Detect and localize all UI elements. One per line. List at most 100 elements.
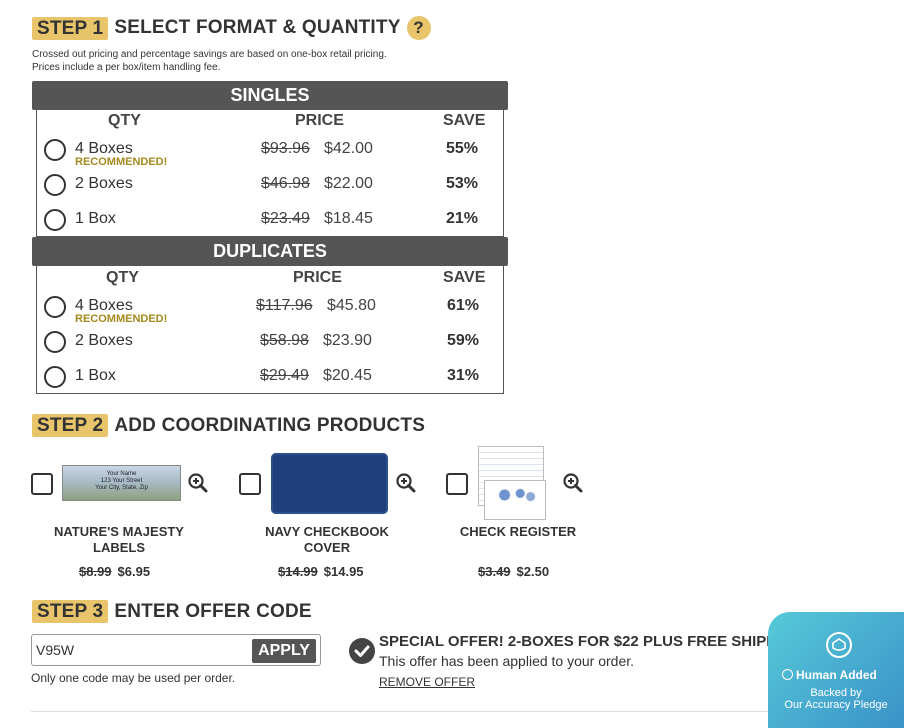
original-price: $46.98 xyxy=(261,175,310,192)
recommended-badge: RECOMMENDED! xyxy=(75,313,168,325)
duplicates-option-1-box[interactable]: 1 Box $29.49 $20.45 31% xyxy=(44,364,494,394)
offer-code-field: APPLY xyxy=(31,634,321,666)
apply-button[interactable]: APPLY xyxy=(252,639,316,663)
radio-button[interactable] xyxy=(44,331,66,353)
sale-price: $45.80 xyxy=(327,297,376,314)
radio-button[interactable] xyxy=(44,174,66,196)
original-price: $117.96 xyxy=(256,297,313,314)
sale-price: $22.00 xyxy=(324,175,373,192)
singles-option-2-boxes[interactable]: 2 Boxes $46.98 $22.00 53% xyxy=(44,172,494,202)
qty-label: 4 Boxes xyxy=(75,140,133,157)
remove-offer-link[interactable]: REMOVE OFFER xyxy=(379,675,476,689)
step3-header: STEP 3 ENTER OFFER CODE xyxy=(32,600,312,623)
step2-title: ADD COORDINATING PRODUCTS xyxy=(114,414,426,436)
qty-label: 1 Box xyxy=(75,210,116,227)
sale-price: $42.00 xyxy=(324,140,373,157)
zoom-in-icon[interactable] xyxy=(188,473,208,493)
original-price: $3.49 xyxy=(478,564,511,579)
qty-label: 4 Boxes xyxy=(75,297,133,314)
duplicates-col-save: SAVE xyxy=(443,269,486,286)
check-register-thumbnail[interactable] xyxy=(478,446,546,520)
radio-button[interactable] xyxy=(44,209,66,231)
pledge-line3: Our Accuracy Pledge xyxy=(784,699,888,711)
save-percent: 61% xyxy=(447,297,480,314)
sale-price: $23.90 xyxy=(323,332,372,349)
offer-code-note: Only one code may be used per order. xyxy=(31,671,236,685)
sale-price: $20.45 xyxy=(323,367,372,384)
zoom-in-icon[interactable] xyxy=(563,473,583,493)
label-sample-line1: Your Name xyxy=(106,471,137,477)
offer-code-input[interactable] xyxy=(36,642,236,658)
singles-col-qty: QTY xyxy=(108,112,141,129)
label-sample-line2: 123 Your Street xyxy=(100,478,143,484)
duplicates-col-price: PRICE xyxy=(293,269,342,286)
pledge-subtitle: Backed by Our Accuracy Pledge xyxy=(768,687,904,711)
save-percent: 53% xyxy=(446,175,479,192)
singles-option-1-box[interactable]: 1 Box $23.49 $18.45 21% xyxy=(44,207,494,237)
original-price: $29.49 xyxy=(260,367,309,384)
duplicates-table xyxy=(36,258,504,394)
offer-title: SPECIAL OFFER! 2-BOXES FOR $22 PLUS FREE… xyxy=(379,633,803,650)
product-name: CHECK REGISTER xyxy=(443,524,593,540)
pricing-note-line1: Crossed out pricing and percentage savin… xyxy=(32,49,387,60)
pledge-line2: Backed by xyxy=(810,687,862,699)
check-circle-icon xyxy=(782,669,793,680)
sale-price: $18.45 xyxy=(324,210,373,227)
save-percent: 59% xyxy=(447,332,480,349)
singles-banner: SINGLES xyxy=(32,81,508,110)
radio-button[interactable] xyxy=(44,296,66,318)
pricing-note: Crossed out pricing and percentage savin… xyxy=(32,48,387,74)
original-price: $8.99 xyxy=(79,564,112,579)
product-price: $8.99 $6.95 xyxy=(79,564,150,579)
sale-price: $2.50 xyxy=(516,564,550,579)
step2-header: STEP 2 ADD COORDINATING PRODUCTS xyxy=(32,414,425,437)
original-price: $23.49 xyxy=(261,210,310,227)
step3-badge: STEP 3 xyxy=(32,600,109,623)
step1-title: SELECT FORMAT & QUANTITY xyxy=(114,17,401,38)
product-name-line1: NATURE'S MAJESTY xyxy=(54,524,184,539)
qty-label: 2 Boxes xyxy=(75,332,133,349)
qty-label: 2 Boxes xyxy=(75,175,133,192)
qty-label: 1 Box xyxy=(75,367,116,384)
help-icon[interactable]: ? xyxy=(406,16,431,40)
label-sample-line3: Your City, State, Zip xyxy=(95,485,148,491)
product-checkbox[interactable] xyxy=(31,473,53,495)
duplicates-option-2-boxes[interactable]: 2 Boxes $58.98 $23.90 59% xyxy=(44,329,494,359)
step1-header: STEP 1 SELECT FORMAT & QUANTITY ? xyxy=(32,16,431,40)
sale-price: $14.95 xyxy=(323,564,364,579)
original-price: $58.98 xyxy=(260,332,309,349)
pledge-line1: Human Added xyxy=(796,668,877,682)
product-name: NAVY CHECKBOOK COVER xyxy=(252,524,402,556)
step2-badge: STEP 2 xyxy=(32,414,109,437)
step1-badge: STEP 1 xyxy=(32,16,109,40)
save-percent: 55% xyxy=(446,140,479,157)
save-percent: 21% xyxy=(446,210,479,227)
singles-col-save: SAVE xyxy=(443,112,486,129)
pricing-note-line2: Prices include a per box/item handling f… xyxy=(32,62,221,73)
product-name: NATURE'S MAJESTY LABELS xyxy=(44,524,194,556)
divider xyxy=(31,711,903,712)
offer-subtitle: This offer has been applied to your orde… xyxy=(379,653,635,669)
singles-col-price: PRICE xyxy=(295,112,344,129)
zoom-in-icon[interactable] xyxy=(396,473,416,493)
check-icon xyxy=(349,638,375,664)
labels-thumbnail[interactable]: Your Name 123 Your Street Your City, Sta… xyxy=(62,465,181,501)
product-name-line2: LABELS xyxy=(93,540,145,555)
accuracy-pledge-badge[interactable]: Human Added Backed by Our Accuracy Pledg… xyxy=(768,612,904,728)
pledge-logo-icon xyxy=(826,632,852,658)
duplicates-banner: DUPLICATES xyxy=(32,237,508,266)
pledge-title: Human Added xyxy=(782,668,877,682)
radio-button[interactable] xyxy=(44,139,66,161)
recommended-badge: RECOMMENDED! xyxy=(75,156,168,168)
product-price: $3.49 $2.50 xyxy=(478,564,549,579)
product-checkbox[interactable] xyxy=(446,473,468,495)
step3-title: ENTER OFFER CODE xyxy=(114,600,312,622)
duplicates-option-4-boxes[interactable]: 4 Boxes RECOMMENDED! $117.96 $45.80 61% xyxy=(44,294,494,325)
radio-button[interactable] xyxy=(44,366,66,388)
product-name-line1: CHECK REGISTER xyxy=(459,524,577,539)
product-checkbox[interactable] xyxy=(239,473,261,495)
original-price: $93.96 xyxy=(261,140,310,157)
singles-option-4-boxes[interactable]: 4 Boxes RECOMMENDED! $93.96 $42.00 55% xyxy=(44,137,494,168)
checkbook-cover-thumbnail[interactable] xyxy=(271,453,388,514)
singles-table xyxy=(36,100,504,237)
